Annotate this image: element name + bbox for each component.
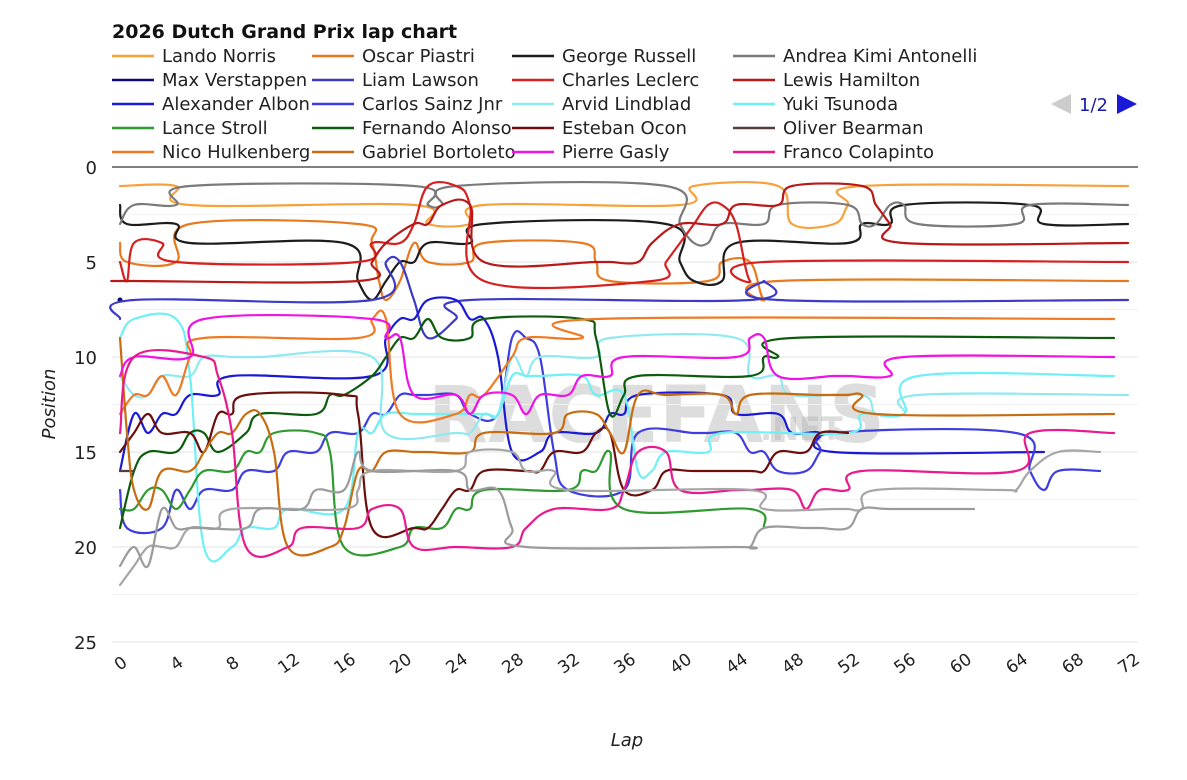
legend-label: Lando Norris bbox=[162, 46, 276, 67]
y-tick-label: 15 bbox=[74, 443, 97, 464]
x-tick-label: 48 bbox=[779, 650, 808, 679]
x-tick-label: 32 bbox=[555, 650, 584, 679]
x-tick-label: 16 bbox=[331, 650, 360, 679]
y-tick-label: 20 bbox=[74, 538, 97, 559]
legend-item[interactable]: Yuki Tsunoda bbox=[733, 94, 898, 115]
legend-label: Charles Leclerc bbox=[562, 70, 699, 91]
series-line-charles-leclerc bbox=[118, 181, 1130, 290]
y-tick-label: 0 bbox=[86, 158, 97, 179]
x-tick-label: 60 bbox=[947, 650, 976, 679]
series-line-carlos-sainz-jnr bbox=[118, 329, 1102, 535]
chart-title: 2026 Dutch Grand Prix lap chart bbox=[112, 21, 457, 43]
series-line-unlabeled-20 bbox=[118, 448, 1102, 587]
x-tick-label: 24 bbox=[443, 650, 472, 679]
legend-item[interactable]: Carlos Sainz Jnr bbox=[312, 94, 503, 115]
legend-item[interactable]: Arvid Lindblad bbox=[512, 94, 691, 115]
series-line-lance-stroll bbox=[118, 429, 767, 557]
legend-item[interactable]: Lando Norris bbox=[112, 46, 276, 67]
x-tick-label: 8 bbox=[223, 653, 243, 676]
series-line-oscar-piastri bbox=[118, 219, 1130, 302]
legend-label: Franco Colapinto bbox=[783, 142, 934, 163]
legend-label: Alexander Albon bbox=[162, 94, 310, 115]
legend-item[interactable]: George Russell bbox=[512, 46, 696, 67]
x-tick-label: 20 bbox=[387, 650, 416, 679]
series-line-pierre-gasly bbox=[118, 314, 1116, 416]
next-page-arrow-icon[interactable] bbox=[1117, 94, 1137, 114]
x-axis-ticks: 0 4 8 12 16 20 24 28 32 36 40 44 48 52 56 60 64 68 72 bbox=[111, 650, 1144, 679]
legend-item[interactable]: Lance Stroll bbox=[112, 118, 268, 139]
legend-label: Liam Lawson bbox=[362, 70, 479, 91]
legend-item[interactable]: Fernando Alonso bbox=[312, 118, 512, 139]
legend[interactable]: Lando Norris Oscar Piastri George Russell A… bbox=[112, 46, 977, 163]
series-line-yuki-tsunoda bbox=[118, 312, 1116, 563]
legend-label: Lance Stroll bbox=[162, 118, 268, 139]
legend-item[interactable]: Gabriel Bortoleto bbox=[312, 142, 516, 163]
legend-label: Arvid Lindblad bbox=[562, 94, 691, 115]
legend-item[interactable]: Lewis Hamilton bbox=[733, 70, 920, 91]
x-tick-label: 72 bbox=[1115, 650, 1144, 679]
legend-label: Gabriel Bortoleto bbox=[362, 142, 516, 163]
series-line-george-russell bbox=[118, 201, 1130, 302]
x-tick-label: 0 bbox=[111, 653, 131, 676]
series-line-alexander-albon bbox=[118, 296, 1046, 473]
series-line-lando-norris bbox=[118, 180, 1130, 229]
series-line-liam-lawson bbox=[109, 255, 1130, 340]
legend-item[interactable]: Charles Leclerc bbox=[512, 70, 699, 91]
legend-label: Pierre Gasly bbox=[562, 142, 670, 163]
legend-item[interactable]: Nico Hulkenberg bbox=[112, 142, 310, 163]
legend-item[interactable]: Liam Lawson bbox=[312, 70, 479, 91]
legend-label: Lewis Hamilton bbox=[783, 70, 920, 91]
page-indicator: 1/2 bbox=[1079, 95, 1108, 116]
series-line-fernando-alonso bbox=[118, 315, 1116, 530]
legend-label: Esteban Ocon bbox=[562, 118, 687, 139]
prev-page-arrow-icon[interactable] bbox=[1051, 94, 1071, 114]
legend-item[interactable]: Andrea Kimi Antonelli bbox=[733, 46, 977, 67]
legend-item[interactable]: Max Verstappen bbox=[112, 70, 307, 91]
legend-item[interactable]: Esteban Ocon bbox=[512, 118, 687, 139]
legend-label: George Russell bbox=[562, 46, 696, 67]
y-tick-label: 10 bbox=[74, 348, 97, 369]
legend-label: Andrea Kimi Antonelli bbox=[783, 46, 977, 67]
legend-label: Oscar Piastri bbox=[362, 46, 475, 67]
series-line-esteban-ocon bbox=[118, 391, 850, 539]
x-tick-label: 4 bbox=[167, 653, 187, 676]
legend-label: Yuki Tsunoda bbox=[782, 94, 898, 115]
legend-item[interactable]: Oscar Piastri bbox=[312, 46, 475, 67]
legend-item[interactable]: Pierre Gasly bbox=[512, 142, 670, 163]
x-tick-label: 68 bbox=[1059, 650, 1088, 679]
watermark-sub: .NET bbox=[760, 410, 843, 448]
legend-item[interactable]: Oliver Bearman bbox=[733, 118, 924, 139]
y-axis-title: Position bbox=[39, 369, 60, 440]
series-line-lewis-hamilton bbox=[110, 182, 1130, 284]
x-tick-label: 40 bbox=[667, 650, 696, 679]
legend-label: Max Verstappen bbox=[162, 70, 307, 91]
legend-item[interactable]: Alexander Albon bbox=[112, 94, 310, 115]
series-line-gabriel-bortoleto bbox=[118, 336, 1116, 557]
legend-label: Fernando Alonso bbox=[362, 118, 512, 139]
series-line-andrea-kimi-antonelli bbox=[118, 180, 1130, 247]
x-axis-title: Lap bbox=[611, 730, 643, 751]
y-tick-label: 25 bbox=[74, 633, 97, 654]
x-tick-label: 28 bbox=[499, 650, 528, 679]
x-tick-label: 44 bbox=[723, 650, 752, 679]
legend-label: Nico Hulkenberg bbox=[162, 142, 310, 163]
series-line-nico-hulkenberg bbox=[118, 309, 1116, 424]
legend-pager[interactable]: 1/2 bbox=[1051, 94, 1137, 116]
x-tick-label: 56 bbox=[891, 650, 920, 679]
y-axis-ticks: 0 5 10 15 20 25 bbox=[74, 158, 97, 654]
x-tick-label: 36 bbox=[611, 650, 640, 679]
series-line-unlabeled-21 bbox=[118, 450, 976, 569]
series-lines bbox=[109, 180, 1130, 587]
x-tick-label: 64 bbox=[1003, 650, 1032, 679]
legend-label: Carlos Sainz Jnr bbox=[362, 94, 503, 115]
grid bbox=[112, 166, 1138, 643]
x-tick-label: 52 bbox=[835, 650, 864, 679]
x-tick-label: 12 bbox=[275, 650, 304, 679]
y-tick-label: 5 bbox=[86, 253, 97, 274]
legend-label: Oliver Bearman bbox=[783, 118, 924, 139]
legend-item[interactable]: Franco Colapinto bbox=[733, 142, 934, 163]
